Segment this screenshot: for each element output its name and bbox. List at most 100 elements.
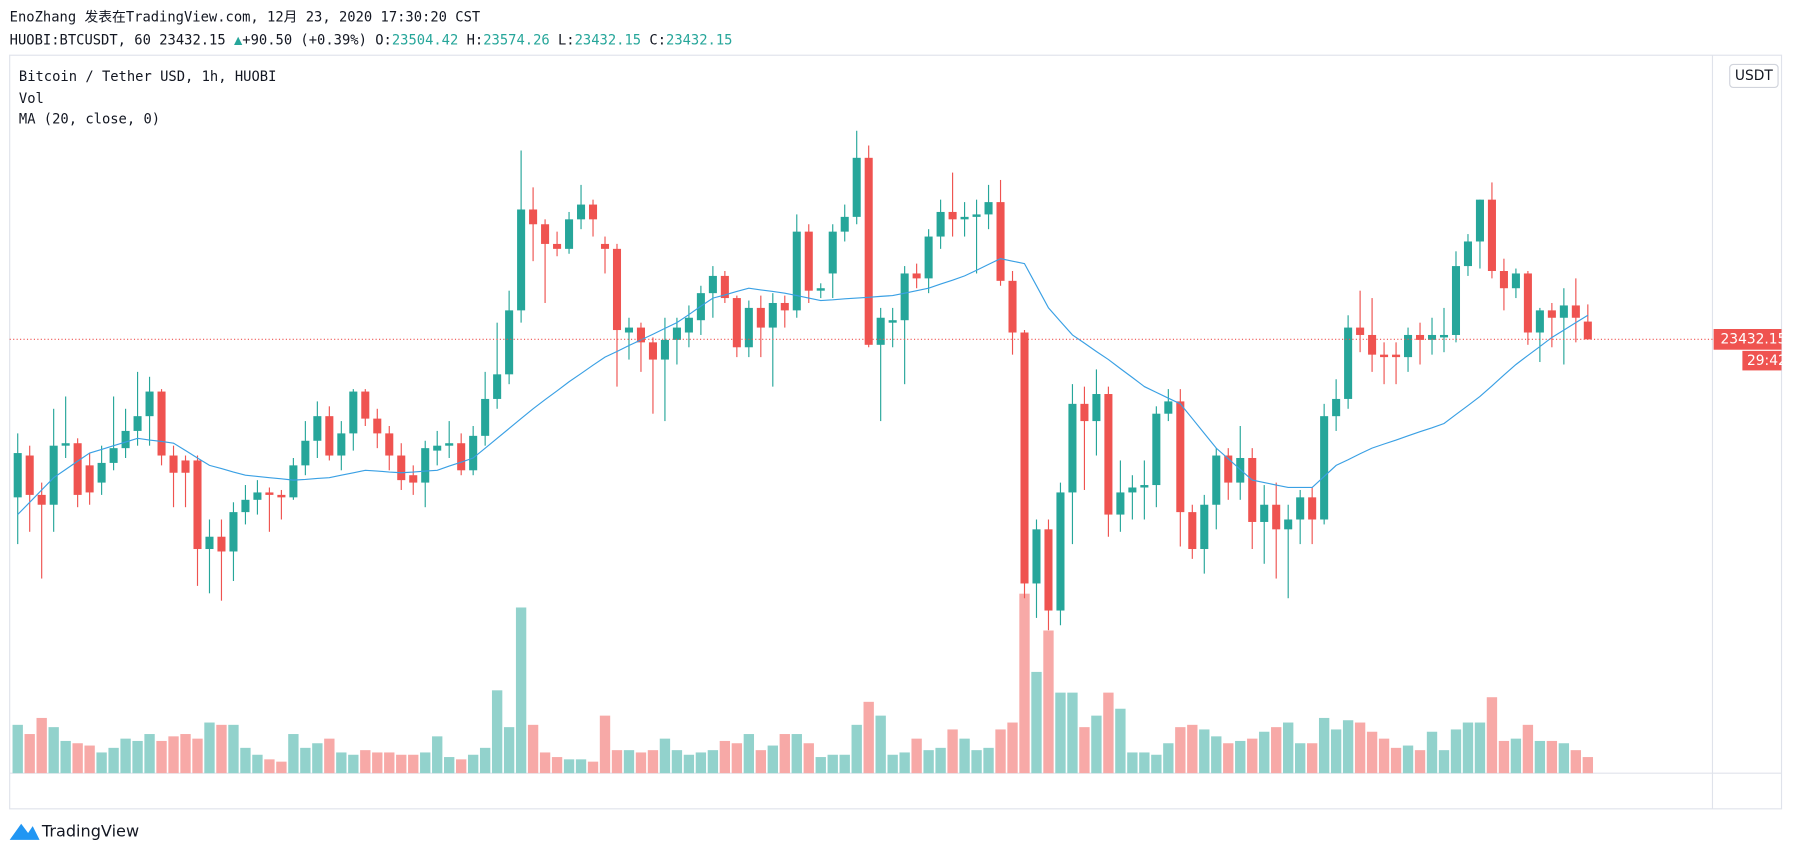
volume-bar [252, 754, 263, 774]
volume-bar [1055, 692, 1066, 774]
candle-body [373, 418, 382, 434]
candle-body [397, 455, 406, 481]
candle-body [1463, 241, 1472, 267]
volume-bar [1450, 729, 1462, 774]
candle-body [505, 310, 514, 375]
volume-bar [875, 715, 886, 774]
currency-box[interactable] [1729, 63, 1779, 89]
volume-bar [408, 754, 419, 774]
candle-body [1284, 519, 1293, 530]
volume-bar [1486, 697, 1498, 774]
candle-body [385, 433, 394, 456]
candle-body [1200, 504, 1209, 550]
volume-bar [1247, 738, 1258, 774]
countdown-box [1742, 350, 1782, 371]
volume-bar [1091, 715, 1102, 774]
chart-frame [9, 54, 1783, 810]
candle-body [984, 202, 993, 215]
candle-body [229, 512, 238, 552]
volume-bar [815, 757, 826, 774]
volume-bar [863, 701, 874, 774]
candle-body [325, 416, 334, 456]
volume-bar [563, 759, 575, 774]
candle-body [205, 536, 214, 550]
volume-bar [360, 750, 371, 774]
volume-bar [1438, 750, 1450, 774]
volume-bar [1199, 729, 1210, 774]
candle-body [888, 320, 897, 323]
candle-body [1056, 492, 1065, 611]
volume-bar [599, 715, 611, 774]
candle-body [1044, 529, 1053, 611]
volume-bar [216, 724, 227, 774]
candle-body [924, 236, 933, 279]
volume-bar [1462, 722, 1474, 774]
volume-bar [432, 736, 443, 774]
candle-body [1439, 334, 1449, 338]
candle-body [1164, 401, 1173, 414]
candle-body [636, 327, 645, 343]
volume-bar [324, 738, 335, 774]
quote-line: HUOBI:BTCUSDT, 60 23432.15 ▲+90.50 (+0.3… [10, 32, 733, 48]
candle-body [1296, 497, 1305, 520]
candle-body [97, 462, 106, 483]
candle-body [493, 374, 502, 399]
volume-bar [527, 724, 539, 774]
volume-bar [947, 729, 958, 774]
low: 23432.15 [575, 32, 641, 48]
candle-body [1248, 457, 1257, 522]
candle-body [768, 302, 777, 328]
volume-bar [420, 752, 431, 774]
volume-bar [1402, 745, 1414, 774]
volume-bar [935, 747, 946, 774]
volume-bar [539, 752, 551, 774]
candle-body [1583, 321, 1592, 340]
volume-bar [1007, 722, 1018, 774]
volume-bar [456, 759, 467, 774]
volume-bar [1103, 692, 1114, 774]
volume-bar [204, 722, 215, 774]
candle-body [852, 157, 861, 217]
candle-body [1392, 354, 1401, 358]
volume-bar [587, 761, 599, 774]
chart-title: Bitcoin / Tether USD, 1h, HUOBI [19, 69, 277, 85]
volume-bar [851, 724, 862, 774]
candle-body [1128, 487, 1137, 493]
logo [9, 823, 40, 840]
volume-bar [240, 747, 251, 774]
volume-bar [60, 740, 71, 774]
currency[interactable]: USDT [1735, 68, 1773, 84]
volume-bar [288, 734, 299, 774]
volume-bar [911, 738, 922, 774]
candle-body [565, 219, 574, 249]
volume-bar [923, 750, 934, 774]
candle-body [1008, 280, 1017, 333]
candle-body [900, 273, 909, 321]
volume-bar [96, 752, 107, 774]
candle-body [1236, 457, 1245, 483]
candle-body [780, 302, 789, 311]
candle-body [409, 475, 418, 483]
volume-bar [1570, 750, 1582, 774]
volume-bar [1079, 727, 1090, 774]
candle-body [217, 536, 226, 552]
candle-body [828, 231, 837, 274]
candle-body [349, 391, 358, 434]
candle-body [541, 224, 550, 244]
volume-bar [1151, 754, 1162, 774]
volume-bar [695, 752, 707, 774]
volume-bar [228, 724, 239, 774]
volume-bar [551, 757, 563, 774]
volume-bar [887, 754, 898, 774]
candle-body [1535, 310, 1544, 333]
candle-body [1523, 273, 1532, 333]
volume-bar [1522, 724, 1534, 774]
volume-bar [767, 745, 778, 774]
candle-body [241, 499, 250, 513]
candles [13, 130, 1592, 631]
volume-bar [1235, 740, 1246, 774]
candle-body [1380, 354, 1389, 358]
open: 23504.42 [392, 32, 458, 48]
volume-bar [1163, 743, 1174, 774]
